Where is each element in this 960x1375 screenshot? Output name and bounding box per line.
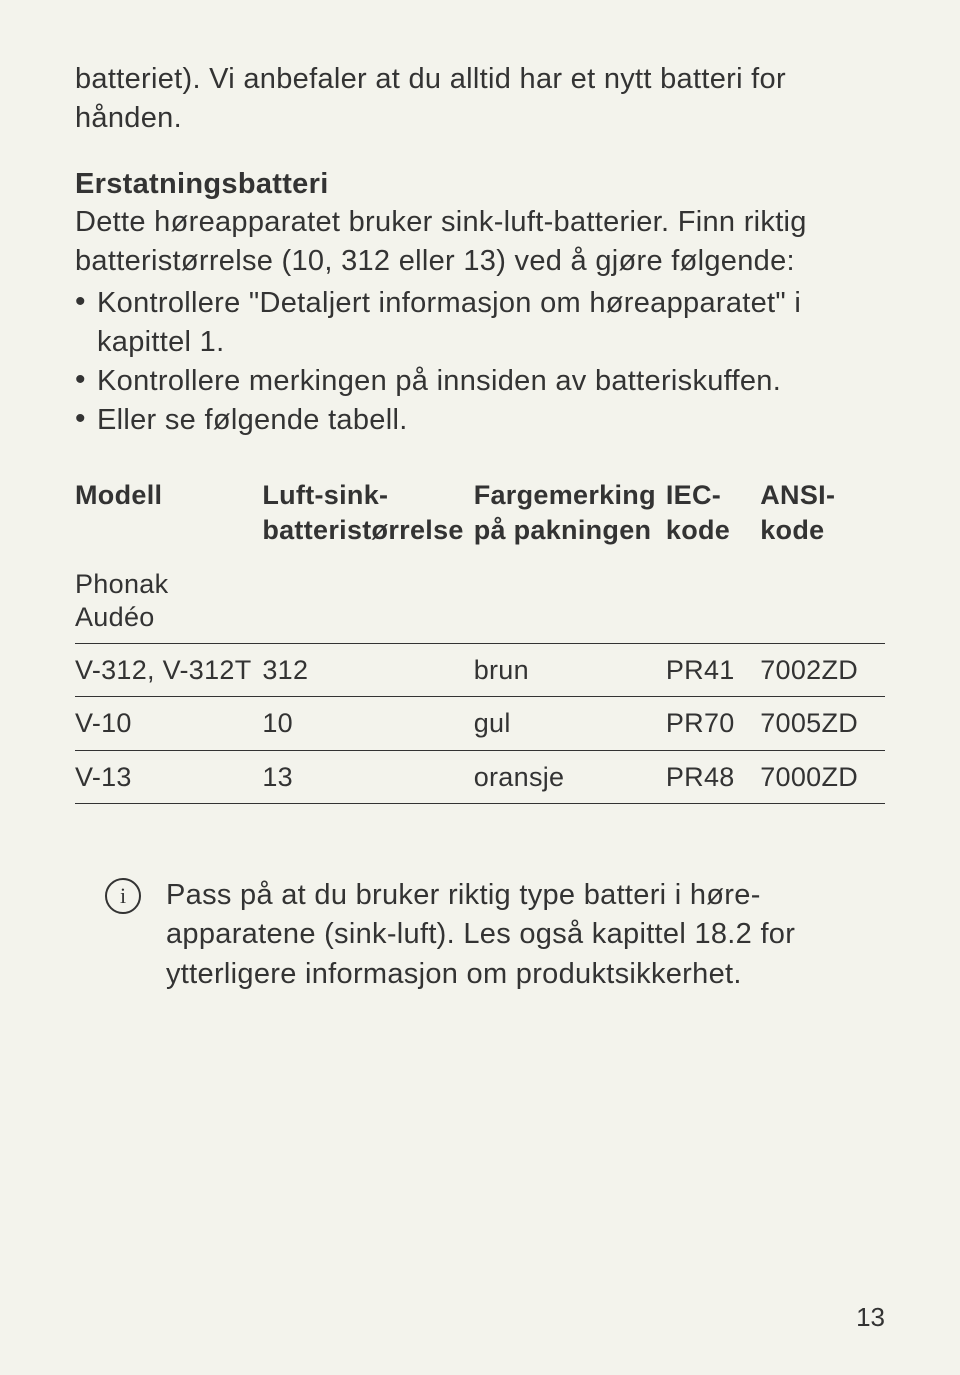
table-header: ANSI-kode xyxy=(760,478,885,558)
table-cell: 10 xyxy=(262,697,473,750)
table-cell: PR41 xyxy=(666,644,760,697)
table-cell xyxy=(760,558,885,643)
table-row: V-13 13 oransje PR48 7000ZD xyxy=(75,750,885,803)
table-cell: V-312, V-312T xyxy=(75,644,262,697)
table-cell: 312 xyxy=(262,644,473,697)
table-subhead-row: Phonak Audéo xyxy=(75,558,885,643)
table-header: IEC-kode xyxy=(666,478,760,558)
table-cell: oransje xyxy=(474,750,666,803)
table-header: Fargemerking på pakningen xyxy=(474,478,666,558)
intro-paragraph: batteriet). Vi anbefaler at du alltid ha… xyxy=(75,60,885,138)
table-cell: 13 xyxy=(262,750,473,803)
table-subhead: Phonak Audéo xyxy=(75,558,262,643)
info-icon: i xyxy=(105,878,141,914)
table-cell: 7002ZD xyxy=(760,644,885,697)
table-row: V-312, V-312T 312 brun PR41 7002ZD xyxy=(75,644,885,697)
section-heading: Erstatningsbatteri xyxy=(75,168,885,201)
table-cell: gul xyxy=(474,697,666,750)
table-cell: 7000ZD xyxy=(760,750,885,803)
page-number: 13 xyxy=(856,1302,885,1333)
table-header-row: Modell Luft-sink-batteristørrelse Fargem… xyxy=(75,478,885,558)
table-cell: V-13 xyxy=(75,750,262,803)
section-body: Dette høreapparatet bruker sink-luft-bat… xyxy=(75,203,885,281)
table-row: V-10 10 gul PR70 7005ZD xyxy=(75,697,885,750)
list-item: Kontrollere merkingen på innsiden av bat… xyxy=(75,362,885,401)
table-cell xyxy=(666,558,760,643)
table-header: Luft-sink-batteristørrelse xyxy=(262,478,473,558)
table-cell xyxy=(474,558,666,643)
info-icon-wrap: i xyxy=(105,876,141,914)
table-cell xyxy=(262,558,473,643)
info-text: Pass på at du bruker riktig type batteri… xyxy=(166,876,885,993)
table-cell: PR70 xyxy=(666,697,760,750)
list-item: Eller se følgende tabell. xyxy=(75,401,885,440)
table-cell: PR48 xyxy=(666,750,760,803)
table-cell: V-10 xyxy=(75,697,262,750)
battery-table: Modell Luft-sink-batteristørrelse Fargem… xyxy=(75,478,885,804)
table-cell: 7005ZD xyxy=(760,697,885,750)
table-header: Modell xyxy=(75,478,262,558)
bullet-list: Kontrollere "Detaljert informasjon om hø… xyxy=(75,284,885,441)
list-item: Kontrollere "Detaljert informasjon om hø… xyxy=(75,284,885,362)
table-cell: brun xyxy=(474,644,666,697)
info-box: i Pass på at du bruker riktig type batte… xyxy=(75,876,885,993)
